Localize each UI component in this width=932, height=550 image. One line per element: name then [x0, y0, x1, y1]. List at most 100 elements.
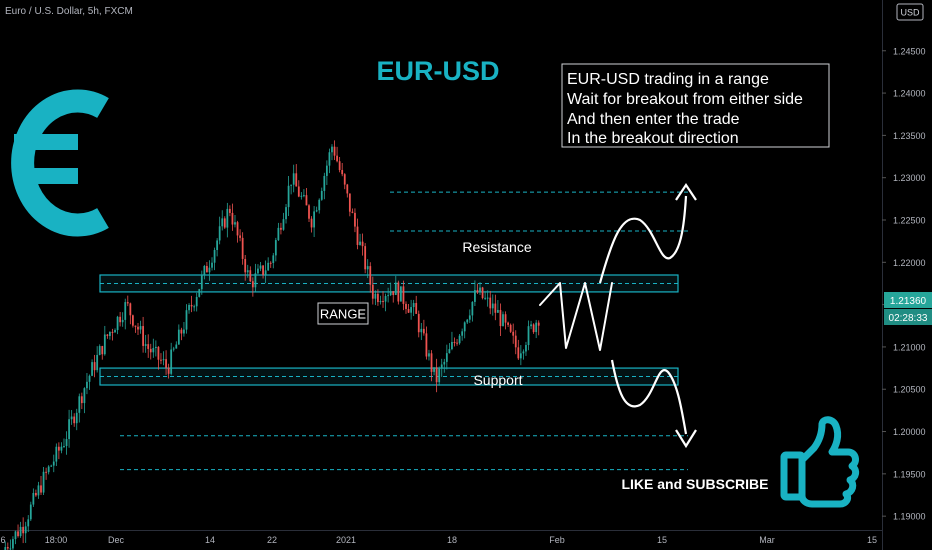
candle-body — [308, 205, 310, 219]
candle-body — [463, 322, 466, 332]
x-tick-label: 22 — [267, 535, 277, 545]
candle-body — [157, 346, 160, 360]
candle-body — [486, 297, 489, 299]
candle-body — [371, 284, 374, 299]
candle-body — [343, 174, 346, 185]
candle-body — [27, 519, 30, 527]
candle-body — [124, 302, 127, 320]
candle-body — [167, 367, 170, 374]
candle-body — [412, 303, 415, 308]
y-tick-label: 1.19500 — [893, 469, 926, 479]
candle-body — [29, 504, 32, 520]
note-box: EUR-USD trading in a range Wait for brea… — [561, 63, 830, 148]
candle-body — [60, 446, 63, 451]
candle-body — [259, 265, 262, 269]
candle-body — [310, 218, 313, 228]
candle-body — [88, 375, 91, 382]
candle-body — [320, 190, 323, 200]
candle-body — [443, 361, 446, 365]
candle-body — [234, 222, 236, 225]
candle-body — [348, 193, 351, 212]
x-tick-label: Mar — [759, 535, 775, 545]
candle-body — [142, 326, 144, 346]
candle-body — [203, 265, 206, 276]
currency-badge[interactable]: USD — [896, 3, 924, 21]
candle-body — [149, 348, 152, 353]
candle-body — [200, 275, 203, 290]
candle-body — [236, 222, 239, 236]
candle-body — [134, 325, 137, 327]
candle-body — [489, 297, 492, 309]
x-tick-label: 18 — [447, 535, 457, 545]
candle-body — [14, 531, 17, 540]
candle-body — [522, 351, 525, 354]
candle-body — [417, 313, 420, 333]
candle-body — [369, 266, 372, 285]
candle-body — [438, 368, 441, 383]
candle-body — [287, 185, 290, 208]
candle-body — [494, 303, 497, 313]
candle-body — [165, 359, 167, 368]
candle-body — [453, 341, 456, 343]
candle-body — [292, 173, 295, 185]
candle-body — [198, 289, 201, 297]
candles — [4, 140, 540, 550]
x-tick-label: Feb — [549, 535, 565, 545]
last-price-value: 1.21360 — [890, 296, 927, 307]
candle-body — [262, 265, 264, 275]
candle-body — [323, 175, 326, 191]
candle-body — [356, 226, 359, 245]
y-tick-label: 1.24500 — [893, 46, 926, 56]
candle-body — [509, 324, 512, 332]
x-tick-label: 14 — [205, 535, 215, 545]
support-zone — [99, 367, 679, 386]
resistance-zone — [99, 274, 679, 293]
y-axis[interactable]: 1.24500 1.24000 1.23500 1.23000 1.22500 1.220… — [882, 46, 926, 522]
candle-body — [257, 268, 259, 274]
candle-body — [70, 416, 73, 420]
candle-body — [47, 466, 50, 473]
thumbs-up-icon — [780, 416, 860, 508]
candle-body — [346, 184, 349, 194]
candle-body — [331, 146, 333, 153]
candle-body — [195, 296, 198, 307]
candle-body — [519, 353, 522, 359]
candle-body — [129, 303, 132, 316]
candle-body — [80, 396, 83, 404]
candle-body — [32, 492, 35, 505]
candle-body — [213, 250, 216, 263]
candle-body — [379, 301, 382, 303]
x-axis[interactable]: 6 18:00 Dec 14 22 2021 18 Feb 15 Mar 15 — [0, 535, 877, 545]
candle-body — [55, 446, 58, 462]
candle-body — [17, 531, 19, 537]
candle-body — [440, 364, 443, 369]
candle-body — [160, 359, 162, 361]
note-line-1: EUR-USD trading in a range — [567, 71, 769, 88]
candle-body — [325, 165, 328, 176]
candle-body — [382, 301, 384, 303]
candle-body — [246, 270, 249, 273]
candle-body — [144, 344, 147, 346]
symbol-header: Euro / U.S. Dollar, 5h, FXCM — [5, 6, 133, 17]
candle-body — [428, 353, 430, 357]
candle-body — [361, 241, 364, 247]
candle-body — [52, 461, 55, 466]
candle-body — [341, 170, 344, 175]
candle-body — [504, 314, 507, 323]
candle-body — [63, 445, 65, 447]
candle-body — [170, 349, 173, 374]
candle-body — [249, 270, 252, 282]
candle-body — [185, 310, 188, 330]
scenario-bullish-path — [598, 183, 697, 284]
candle-body — [121, 319, 124, 323]
candle-body — [535, 322, 538, 333]
candle-body — [86, 381, 88, 389]
candle-body — [254, 273, 257, 288]
candle-body — [9, 548, 12, 550]
arrow-up-icon — [675, 183, 697, 201]
candle-body — [267, 262, 270, 271]
candle-body — [6, 547, 9, 549]
candle-body — [366, 266, 369, 270]
candle-body — [139, 326, 142, 330]
candle-body — [290, 184, 293, 186]
